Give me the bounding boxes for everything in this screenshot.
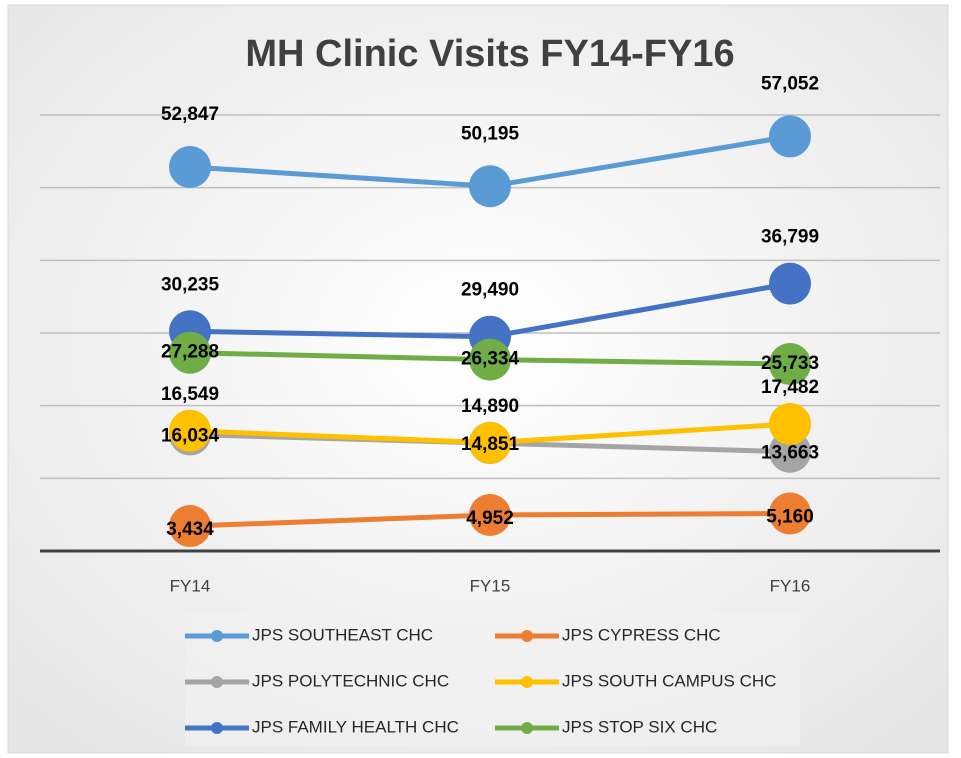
legend-label: JPS POLYTECHNIC CHC [252, 671, 449, 690]
data-label: 4,952 [466, 508, 514, 529]
data-label: 14,851 [461, 434, 520, 455]
data-label: 27,288 [161, 342, 219, 363]
data-point [769, 343, 811, 386]
data-point [769, 492, 811, 535]
chart-title: MH Clinic Visits FY14-FY16 [245, 33, 734, 75]
data-label: 25,733 [761, 353, 819, 374]
x-tick-label: FY16 [770, 576, 811, 595]
data-label: 17,482 [761, 377, 819, 398]
data-label: 13,663 [761, 443, 819, 464]
legend-label: JPS STOP SIX CHC [562, 717, 717, 736]
data-label: 57,052 [761, 73, 819, 94]
legend-marker [211, 630, 223, 642]
data-point [169, 145, 211, 188]
legend-label: JPS SOUTHEAST CHC [252, 625, 433, 644]
data-label: 5,160 [766, 507, 814, 528]
x-tick-label: FY15 [470, 576, 511, 595]
legend-marker [521, 630, 533, 642]
data-label: 3,434 [166, 519, 214, 540]
data-point [469, 165, 511, 208]
data-point [169, 331, 211, 374]
data-point [469, 338, 511, 381]
data-label: 14,890 [461, 396, 519, 417]
legend-label: JPS SOUTH CAMPUS CHC [562, 671, 776, 690]
data-label: 36,799 [761, 227, 819, 248]
legend-marker [211, 676, 223, 688]
data-point [469, 494, 511, 537]
data-label: 16,034 [161, 426, 220, 447]
x-tick-label: FY14 [170, 576, 211, 595]
data-point [469, 421, 511, 464]
data-label: 29,490 [461, 280, 519, 301]
legend-marker [521, 676, 533, 688]
data-label: 50,195 [461, 123, 520, 144]
data-point [769, 115, 811, 158]
data-label: 52,847 [161, 104, 219, 125]
data-label: 30,235 [161, 274, 220, 295]
data-label: 16,549 [161, 384, 219, 405]
data-point [169, 409, 211, 452]
legend-label: JPS CYPRESS CHC [562, 625, 721, 644]
legend-marker [521, 722, 533, 734]
data-point [169, 505, 211, 548]
data-point [769, 262, 811, 305]
data-point [769, 402, 811, 445]
legend-marker [211, 722, 223, 734]
legend-label: JPS FAMILY HEALTH CHC [252, 717, 459, 736]
data-label: 26,334 [461, 349, 520, 370]
legend-box [185, 613, 800, 746]
